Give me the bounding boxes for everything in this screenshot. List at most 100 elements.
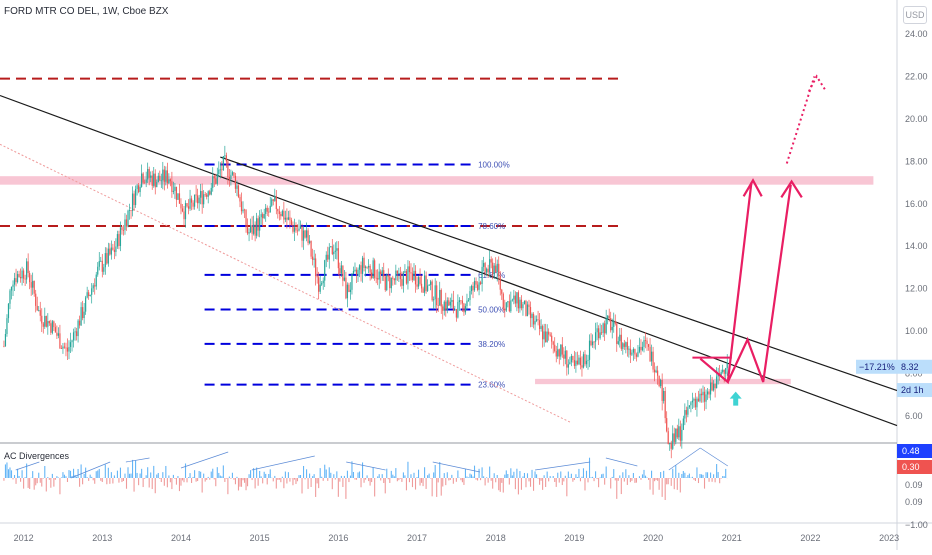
candle-body-103 xyxy=(159,175,161,181)
fib-label-5: 23.60% xyxy=(478,381,505,390)
candle-body-91 xyxy=(141,173,143,187)
candle-body-259 xyxy=(395,270,397,281)
candle-body-460 xyxy=(699,393,701,402)
candle-body-173 xyxy=(265,207,267,214)
price-tick-4: 14.00 xyxy=(905,241,928,251)
candle-body-44 xyxy=(69,342,72,347)
candle-body-78 xyxy=(121,227,123,230)
candle-body-150 xyxy=(230,174,232,180)
projection-path-1 xyxy=(699,182,753,385)
time-tick-5: 2017 xyxy=(407,533,427,543)
ind-value-2: 0.09 xyxy=(905,480,923,490)
candle-body-352 xyxy=(535,319,538,321)
candle-body-400 xyxy=(608,315,610,319)
candle-body-312 xyxy=(475,281,477,285)
candle-body-448 xyxy=(681,429,683,441)
projection-path-2 xyxy=(726,184,792,383)
candle-body-415 xyxy=(631,352,633,355)
candle-body-332 xyxy=(505,302,507,311)
candle-body-106 xyxy=(163,169,165,182)
candle-body-175 xyxy=(268,211,270,213)
candle-body-86 xyxy=(133,193,135,206)
candle-body-233 xyxy=(355,269,358,275)
candle-body-148 xyxy=(227,161,229,178)
candle-body-341 xyxy=(519,299,521,309)
time-tick-11: 2023 xyxy=(879,533,899,543)
candle-body-117 xyxy=(180,203,182,209)
candle-body-155 xyxy=(237,185,240,197)
candle-body-21 xyxy=(35,293,37,306)
candle-body-323 xyxy=(492,262,494,275)
currency-badge[interactable]: USD xyxy=(903,6,927,24)
candle-body-146 xyxy=(224,155,226,157)
candle-body-359 xyxy=(546,331,548,343)
candle-body-167 xyxy=(256,218,258,236)
candle-body-471 xyxy=(716,376,718,389)
candle-body-295 xyxy=(449,301,451,306)
candle-body-96 xyxy=(148,169,150,178)
candle-body-361 xyxy=(549,334,551,336)
candle-body-362 xyxy=(551,335,553,342)
time-tick-0: 2012 xyxy=(14,533,34,543)
candle-body-311 xyxy=(473,281,476,291)
candle-body-159 xyxy=(243,209,246,211)
candle-body-427 xyxy=(649,346,651,362)
price-tick-2: 10.00 xyxy=(905,326,928,336)
candle-body-166 xyxy=(254,224,256,236)
candle-body-215 xyxy=(328,247,330,260)
candle-body-65 xyxy=(101,260,103,272)
candle-body-127 xyxy=(195,194,197,196)
candle-body-210 xyxy=(321,283,323,285)
ind-value-3: 0.09 xyxy=(905,497,923,507)
candle-body-370 xyxy=(563,354,565,359)
candle-body-340 xyxy=(517,292,520,309)
candle-body-8 xyxy=(15,278,17,283)
candle-body-249 xyxy=(380,271,382,275)
candle-body-109 xyxy=(168,179,170,184)
candle-body-19 xyxy=(32,280,34,288)
candle-body-429 xyxy=(652,351,654,370)
candle-body-255 xyxy=(389,276,391,289)
divergence-line-6 xyxy=(432,461,481,473)
candle-body-372 xyxy=(566,350,568,368)
candle-body-256 xyxy=(390,277,392,289)
candle-body-269 xyxy=(410,272,412,274)
candle-body-379 xyxy=(576,360,579,365)
candle-body-434 xyxy=(660,379,662,387)
candle-body-327 xyxy=(498,263,500,277)
candle-body-432 xyxy=(657,370,659,376)
candle-body-351 xyxy=(534,320,536,325)
candle-body-238 xyxy=(363,257,365,268)
candle-body-226 xyxy=(345,277,347,299)
candle-body-122 xyxy=(187,206,190,209)
candle-body-49 xyxy=(77,320,79,337)
candle-body-188 xyxy=(287,217,290,220)
candle-body-189 xyxy=(289,217,291,220)
candle-body-285 xyxy=(434,285,436,300)
candle-body-297 xyxy=(452,300,454,310)
candle-body-330 xyxy=(502,293,504,309)
candle-body-462 xyxy=(702,391,704,396)
candle-body-265 xyxy=(404,271,406,273)
candle-body-396 xyxy=(602,323,604,333)
candle-body-51 xyxy=(80,307,82,326)
candle-body-397 xyxy=(604,323,606,334)
candle-body-306 xyxy=(466,300,468,307)
candle-body-291 xyxy=(443,301,445,311)
candle-body-383 xyxy=(582,354,585,368)
candle-body-18 xyxy=(30,282,32,288)
candle-body-176 xyxy=(269,205,271,213)
projection-dotted-head xyxy=(808,74,827,92)
divergence-line-8 xyxy=(605,457,638,467)
candle-body-191 xyxy=(292,224,294,232)
candle-body-262 xyxy=(399,272,401,280)
candle-body-221 xyxy=(337,248,339,269)
candle-body-299 xyxy=(455,309,457,318)
price-tick-6: 18.00 xyxy=(905,156,928,166)
candle-body-88 xyxy=(136,185,138,189)
ind-value-4: −1.00 xyxy=(905,520,928,530)
candle-body-97 xyxy=(150,175,152,178)
candle-body-263 xyxy=(401,279,403,286)
